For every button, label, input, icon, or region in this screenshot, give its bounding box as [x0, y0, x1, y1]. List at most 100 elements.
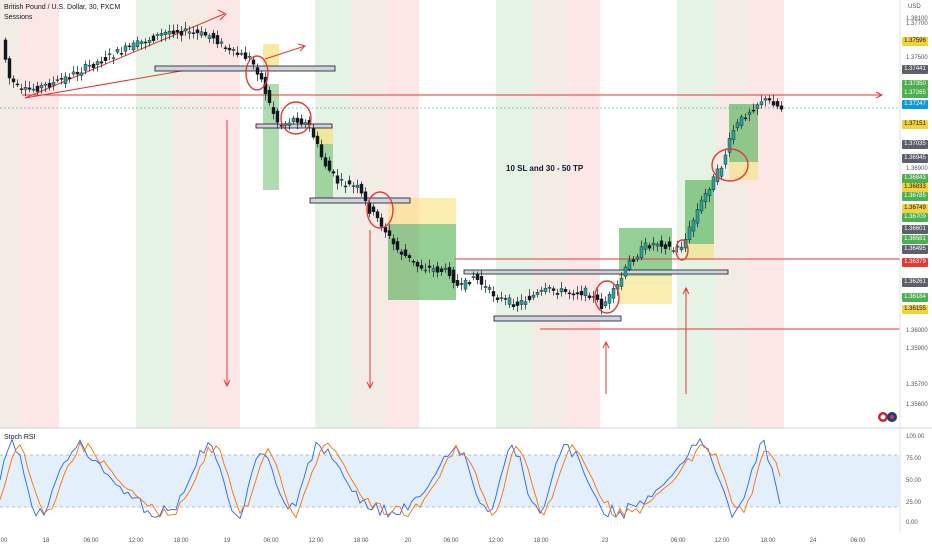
price-tag: 1.36155 — [902, 305, 928, 314]
candle — [651, 242, 656, 246]
candle — [595, 294, 600, 300]
currency-label: USD — [908, 4, 921, 10]
candle — [147, 40, 152, 43]
candle — [183, 28, 188, 32]
level-boxes — [154, 65, 729, 322]
candle — [171, 30, 176, 35]
candle — [283, 123, 288, 126]
level-lines — [0, 91, 900, 330]
price-tag: 1.36495 — [902, 245, 928, 254]
candle — [271, 107, 276, 114]
candle — [407, 255, 412, 258]
candle — [119, 53, 124, 55]
candle — [107, 53, 112, 56]
candle — [667, 241, 672, 247]
candle — [611, 288, 616, 299]
candle — [243, 52, 248, 59]
candle — [711, 176, 716, 190]
price-tag: 1.37151 — [902, 120, 928, 129]
price-tag: 1.36843 — [902, 174, 928, 183]
candle — [679, 246, 684, 250]
candle — [343, 185, 348, 188]
candle — [759, 101, 764, 106]
candle — [319, 144, 324, 158]
candle — [335, 175, 340, 184]
candle — [455, 280, 460, 286]
time-label: 12:00 — [308, 538, 324, 544]
currency-flags-icon[interactable] — [877, 410, 907, 422]
candle — [211, 32, 216, 39]
candle — [47, 83, 52, 88]
candle — [363, 191, 368, 201]
time-label: 18:00 — [353, 538, 369, 544]
candle — [563, 289, 568, 292]
candle — [199, 31, 204, 36]
candle — [127, 45, 132, 48]
candle — [747, 111, 752, 115]
candle — [463, 279, 468, 290]
time-label: 06:00 — [83, 538, 99, 544]
candle — [371, 206, 376, 213]
time-label: 20 — [404, 538, 412, 544]
candle — [643, 242, 648, 250]
candle — [351, 185, 356, 187]
candle — [303, 122, 308, 125]
candle — [203, 31, 208, 36]
candle — [323, 157, 328, 167]
candle — [535, 292, 540, 295]
candle — [75, 71, 80, 75]
time-label: 06:00 — [670, 538, 686, 544]
candle — [647, 245, 652, 249]
candle — [583, 287, 588, 297]
rsi-level-label: 0.00 — [906, 520, 918, 526]
candle — [155, 34, 160, 36]
candle — [627, 259, 632, 270]
candle — [483, 286, 488, 288]
candle — [39, 84, 44, 89]
candle — [671, 250, 676, 252]
time-label: 00 — [0, 538, 8, 544]
candle — [539, 289, 544, 292]
candle — [475, 273, 480, 280]
candle — [439, 268, 444, 272]
candle — [451, 269, 456, 283]
candle — [339, 179, 344, 181]
candle — [51, 82, 56, 86]
time-label: 23 — [601, 538, 609, 544]
candle — [391, 238, 396, 245]
candle — [739, 116, 744, 127]
candle — [607, 293, 612, 304]
candle — [447, 267, 452, 277]
chart-legend: British Pound / U.S. Dollar, 30, FXCM Se… — [4, 3, 120, 23]
price-tag: 1.37350 — [902, 80, 928, 89]
candle — [519, 300, 524, 305]
candle — [779, 105, 784, 110]
candle — [399, 251, 404, 255]
candle — [219, 41, 224, 44]
price-label: 1.36900 — [906, 166, 928, 172]
stoch-rsi-title: Stoch RSI — [4, 434, 36, 441]
time-label: 12:00 — [488, 538, 504, 544]
candle — [71, 71, 76, 75]
price-label: 1.35600 — [906, 402, 928, 408]
candle — [163, 31, 168, 35]
price-tag: 1.36945 — [902, 154, 928, 163]
stoch-rsi-panel[interactable] — [0, 437, 900, 520]
candle — [515, 301, 520, 306]
candle — [663, 244, 668, 250]
candle — [467, 282, 472, 285]
candle — [723, 154, 728, 165]
candle — [487, 287, 492, 290]
candle — [587, 295, 592, 299]
candle — [111, 57, 116, 59]
time-label: 12:00 — [714, 538, 730, 544]
candle — [3, 39, 8, 60]
candle — [639, 246, 644, 258]
candle — [435, 266, 440, 273]
candle — [479, 276, 484, 285]
candle — [223, 47, 228, 49]
candle — [135, 40, 140, 47]
candle — [543, 288, 548, 292]
